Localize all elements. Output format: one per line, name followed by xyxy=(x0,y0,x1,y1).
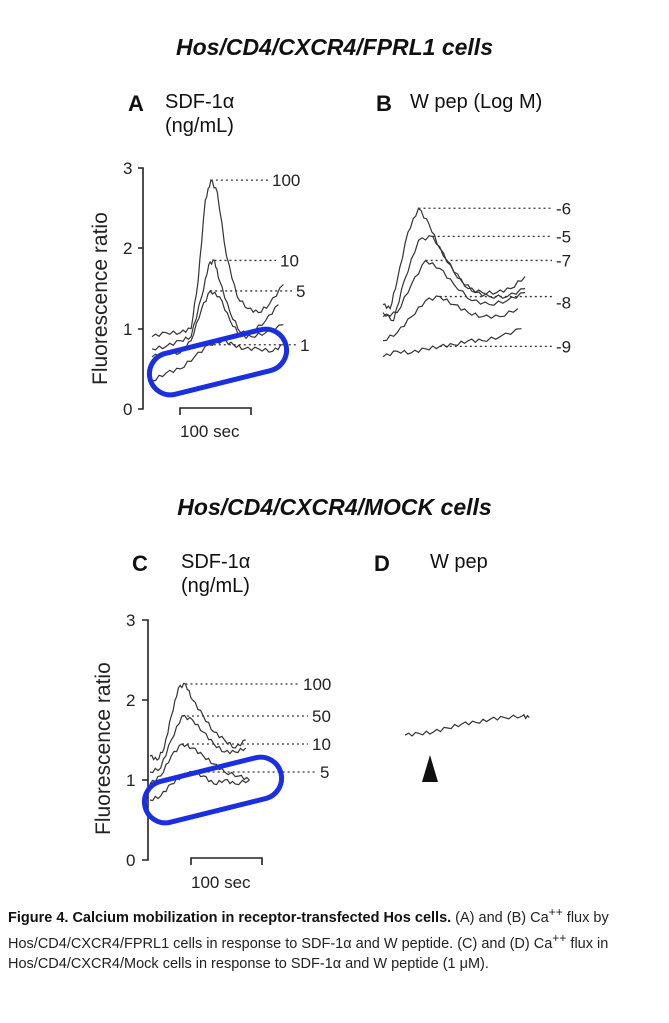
panel-letter-c: C xyxy=(132,551,148,576)
panel-c-trace-50 xyxy=(149,714,247,774)
panel-a-trace-5 xyxy=(151,290,284,358)
caption-bold: Figure 4. Calcium mobilization in recept… xyxy=(8,909,452,926)
panel-c-scalebar xyxy=(190,857,263,865)
panel-a-trace-100 xyxy=(151,178,284,338)
panel-a-series-label-1: 1 xyxy=(300,336,309,355)
caption-text1: (A) and (B) Ca xyxy=(451,909,549,926)
panel-a-trace-10 xyxy=(151,258,279,351)
panel-letter-a: A xyxy=(128,91,144,116)
panel-c-scalebar-label: 100 sec xyxy=(191,873,251,892)
panel-b-series-label--9: -9 xyxy=(556,337,571,356)
panel-a-scalebar-label: 100 sec xyxy=(180,422,240,441)
panel-b-trace--7 xyxy=(382,259,526,318)
panel-a-series-label-5: 5 xyxy=(296,282,305,301)
panel-a-y-axis xyxy=(138,167,144,410)
panel-a-ytick-1: 1 xyxy=(123,320,132,339)
panel-b-trace--9 xyxy=(382,328,522,358)
panel-c-label-line1: SDF-1α xyxy=(181,551,251,573)
highlight-oval-c xyxy=(141,754,285,826)
panel-c-series-label-50: 50 xyxy=(312,707,331,726)
panel-a-label: SDF-1α (ng/mL) xyxy=(165,90,234,138)
panel-c-series-label-5: 5 xyxy=(320,763,329,782)
caption-text3: flux in Hos/CD4/CXCR4/Mock cells in resp… xyxy=(8,935,609,972)
panel-c-series-label-10: 10 xyxy=(312,735,331,754)
panel-a-ytick-3: 3 xyxy=(123,159,132,178)
panel-c-ylabel: Fluorescence ratio xyxy=(92,662,115,835)
figure-caption: Figure 4. Calcium mobilization in recept… xyxy=(8,902,662,974)
panel-a-ytick-0: 0 xyxy=(123,400,132,419)
figure-graphics: 3 2 1 0 Fluorescence ratio 100 sec 3 2 1… xyxy=(89,159,571,892)
panel-a-label-line2: (ng/mL) xyxy=(165,115,234,137)
panel-c-trace-10 xyxy=(149,743,250,785)
panel-c-ytick-3: 3 xyxy=(126,611,135,630)
caption-sup2: ++ xyxy=(552,930,567,945)
panel-a-ylabel: Fluorescence ratio xyxy=(89,212,112,385)
panel-c-label-line2: (ng/mL) xyxy=(181,575,250,597)
caption-text2: flux by Hos/CD4/CXCR4/FPRL1 cells in res… xyxy=(8,909,609,952)
panel-b-series-label--8: -8 xyxy=(556,294,571,313)
panel-c-ytick-0: 0 xyxy=(126,851,135,870)
panel-b-label: W pep (Log M) xyxy=(410,91,543,113)
panel-d-trace-W pep 1 μM xyxy=(404,713,530,737)
panel-c-ytick-2: 2 xyxy=(126,691,135,710)
panel-b-trace--6 xyxy=(382,207,526,310)
panel-c-y-axis xyxy=(142,619,149,861)
panel-letter-b: B xyxy=(376,91,392,116)
panel-b-trace--8 xyxy=(382,295,519,342)
panel-b-series-label--6: -6 xyxy=(556,199,571,218)
panel-letter-d: D xyxy=(374,551,390,576)
title-fprl1-cells: Hos/CD4/CXCR4/FPRL1 cells xyxy=(176,34,493,60)
panel-c-series-label-100: 100 xyxy=(303,675,331,694)
panel-a-series-label-10: 10 xyxy=(280,251,299,270)
title-mock-cells: Hos/CD4/CXCR4/MOCK cells xyxy=(177,494,492,520)
panel-a-ytick-2: 2 xyxy=(123,239,132,258)
panel-c-label: SDF-1α (ng/mL) xyxy=(181,550,250,598)
highlight-oval-a xyxy=(146,326,290,398)
panel-b-series-label--7: -7 xyxy=(556,251,571,270)
panel-c-trace-100 xyxy=(149,682,246,761)
arrowhead-icon xyxy=(422,755,438,782)
panel-a-label-line1: SDF-1α xyxy=(165,91,235,113)
panel-b-series-label--5: -5 xyxy=(556,227,571,246)
panel-d-label: W pep xyxy=(430,551,488,573)
caption-sup1: ++ xyxy=(548,905,563,919)
panel-a-scalebar xyxy=(179,407,252,415)
panel-c-ytick-1: 1 xyxy=(126,771,135,790)
panel-a-series-label-100: 100 xyxy=(272,171,300,190)
